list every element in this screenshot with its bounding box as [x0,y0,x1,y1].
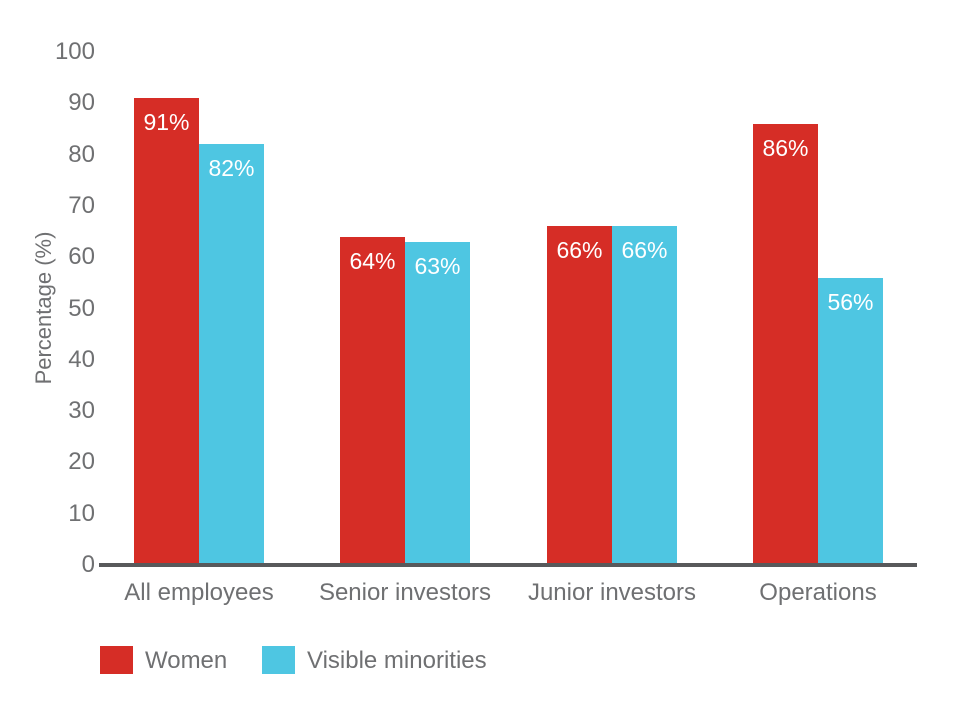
legend-label-women: Women [145,647,228,674]
bar-visible-minorities-junior-investors: 66% [612,226,677,565]
x-axis-label-senior-investors: Senior investors [318,579,492,606]
x-axis-label-all-employees: All employees [124,579,274,606]
x-axis-label-operations: Operations [759,579,877,606]
bar-visible-minorities-all-employees: 82% [199,144,264,565]
bar-women-operations: 86% [753,123,818,565]
legend-swatch-women [100,646,133,674]
y-tick-label-70: 70 [68,191,95,219]
bar-value-label: 66% [556,237,603,264]
y-tick-label-40: 40 [68,345,95,373]
bar-women-senior-investors: 64% [340,236,405,565]
y-tick-label-30: 30 [68,397,95,425]
y-tick-label-0: 0 [81,551,95,578]
bar-value-label: 63% [414,252,461,279]
bar-value-label: 91% [143,109,190,136]
bar-value-label: 66% [621,237,668,264]
x-axis-line [99,563,917,567]
bar-value-label: 82% [208,155,255,182]
bar-visible-minorities-operations: 56% [818,277,883,565]
x-axis-label-junior-investors: Junior investors [527,579,697,606]
legend-swatch-visible-minorities [262,646,295,674]
y-tick-label-10: 10 [68,499,95,527]
y-tick-label-50: 50 [68,294,95,322]
bar-value-label: 86% [762,134,809,161]
y-tick-label-80: 80 [68,140,95,168]
y-tick-label-90: 90 [68,89,95,117]
y-tick-label-100: 100 [54,38,95,65]
bar-visible-minorities-senior-investors: 63% [405,241,470,565]
bar-value-label: 64% [349,247,396,274]
y-tick-label-60: 60 [68,243,95,271]
bar-women-junior-investors: 66% [547,226,612,565]
y-tick-label-20: 20 [68,448,95,476]
bar-value-label: 56% [827,288,874,315]
legend-label-visible-minorities: Visible minorities [307,647,487,674]
bar-women-all-employees: 91% [134,98,199,565]
